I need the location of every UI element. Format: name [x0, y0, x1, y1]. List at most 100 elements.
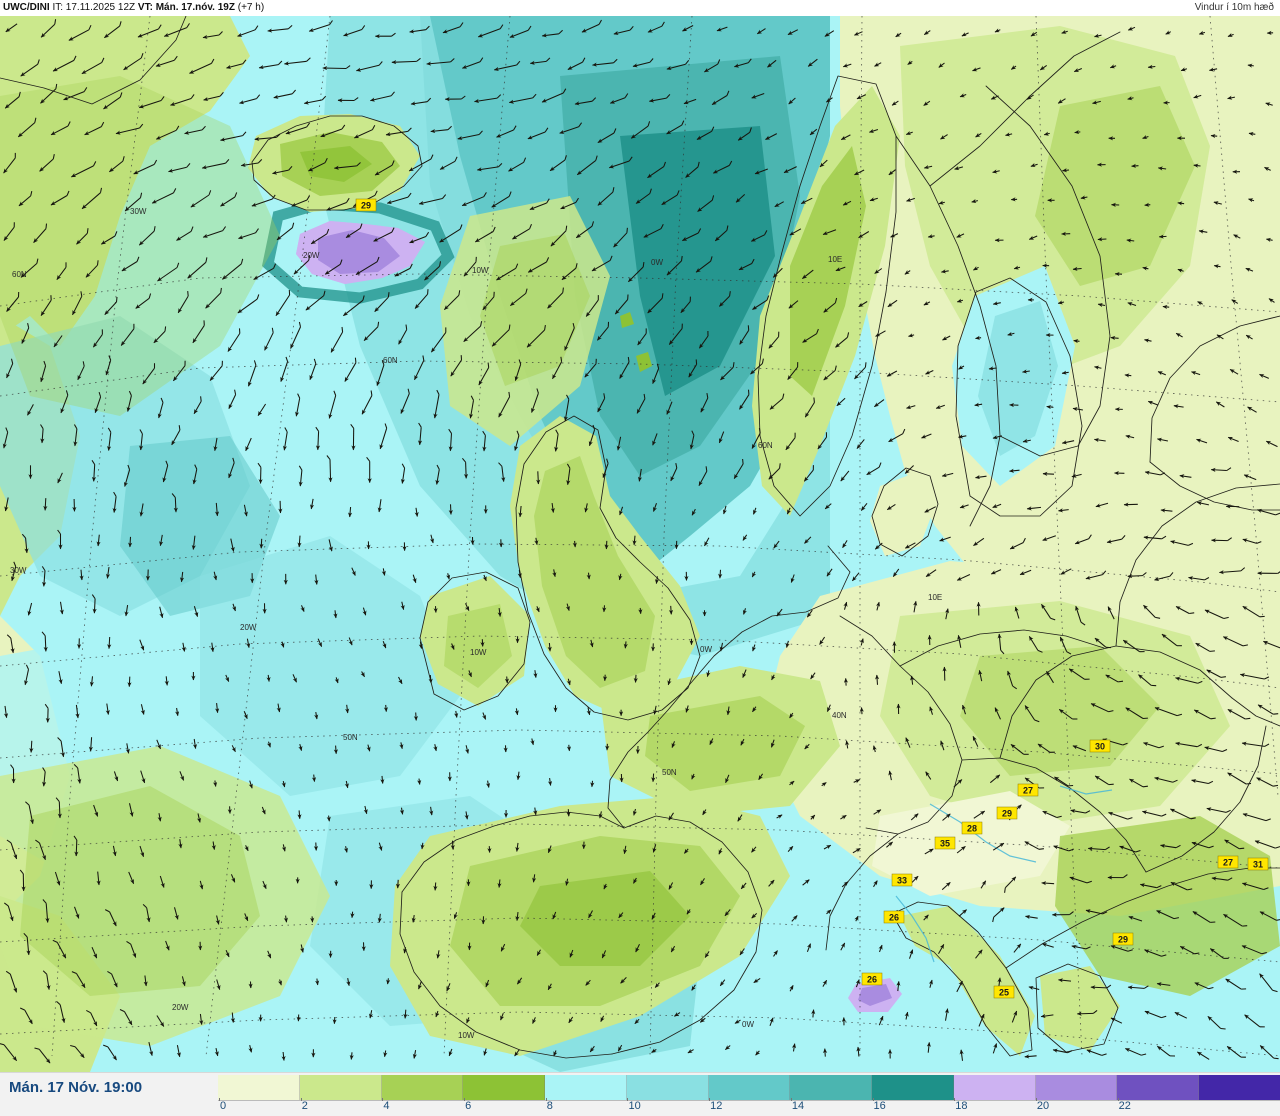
colorbar-swatch [872, 1075, 954, 1100]
wind-barb [706, 466, 707, 471]
gust-value-label: 26 [862, 973, 882, 985]
wind-arrow [538, 471, 539, 484]
wind-arrow [453, 841, 454, 850]
footer-valid-time: Mán. 17 Nóv. 19:00 [9, 1079, 142, 1096]
gust-value: 29 [1118, 935, 1128, 945]
colorbar-swatch [709, 1075, 791, 1100]
wind-arrow [1211, 136, 1217, 137]
gust-value-label: 33 [892, 874, 912, 886]
gust-value-label: 25 [994, 986, 1014, 998]
wind-arrow [862, 708, 863, 715]
wind-arrow [1074, 341, 1080, 342]
gust-value: 26 [889, 913, 899, 923]
wind-arrow [589, 573, 590, 579]
colorbar-swatch [954, 1075, 1036, 1100]
wind-arrow [604, 605, 605, 612]
wind-arrow [825, 1049, 826, 1057]
wind-barb [388, 292, 389, 297]
model-name: UWC/DINI [3, 2, 50, 13]
colorbar-swatch [545, 1075, 627, 1100]
wind-arrow [636, 675, 637, 683]
colorbar-tick: 12 [710, 1100, 722, 1112]
header-run-info: UWC/DINI IT: 17.11.2025 12Z VT: Mán. 17.… [3, 0, 264, 16]
wind-barb [628, 357, 629, 362]
wind-speed-colorbar[interactable] [218, 1075, 1280, 1100]
wind-arrow [720, 570, 721, 578]
colorbar-tick: 20 [1037, 1100, 1049, 1112]
wind-barb [1239, 848, 1244, 849]
graticule-label: 0W [742, 1020, 754, 1029]
gust-value: 25 [999, 988, 1009, 998]
wind-arrow [130, 537, 131, 547]
init-time: 17.11.2025 12Z [66, 2, 135, 13]
graticule-label: 10W [472, 266, 489, 275]
wind-barb [1143, 786, 1148, 787]
wind-arrow [94, 599, 95, 613]
colorbar-swatch [218, 1075, 300, 1100]
wind-arrow [1111, 338, 1119, 339]
wind-barb [378, 322, 379, 327]
wind-barb [98, 260, 99, 265]
wind-arrow [59, 802, 60, 818]
gust-value: 29 [361, 201, 371, 211]
wind-barb [780, 463, 781, 468]
wind-barb [1221, 677, 1226, 678]
wind-barb [509, 325, 510, 330]
gust-value-label: 31 [1248, 858, 1268, 870]
wind-barb [627, 228, 628, 233]
wind-barb [342, 327, 343, 332]
colorbar-swatch [1036, 1075, 1118, 1100]
graticule-label: 50N [662, 768, 677, 777]
wind-barb [814, 398, 815, 403]
wind-arrow [671, 606, 672, 614]
wind-barb [509, 392, 510, 397]
wind-arrow [625, 641, 626, 648]
wind-arrow [813, 1010, 814, 1018]
colorbar-tick: 16 [874, 1100, 886, 1112]
wind-barb [1273, 714, 1278, 715]
wind-barb [355, 358, 356, 363]
gust-value: 29 [1002, 809, 1012, 819]
colorbar-swatch [300, 1075, 382, 1100]
gust-value-label: 29 [1113, 933, 1133, 945]
wind-field-map[interactable]: 30W20W10W0W10E60N60N60N30W20W10W0W10E50N… [0, 16, 1280, 1072]
wind-arrow [1098, 239, 1107, 240]
colorbar-tick: 6 [465, 1100, 471, 1112]
wind-arrow [1075, 132, 1081, 133]
gust-value: 35 [940, 839, 950, 849]
wind-barb [188, 291, 189, 296]
lead-time: (+7 h) [238, 2, 264, 13]
wind-arrow [31, 741, 32, 753]
wind-arrow [416, 713, 417, 721]
gust-value-label: 28 [962, 822, 982, 834]
gust-value: 26 [867, 975, 877, 985]
wind-barb [46, 224, 47, 229]
wind-arrow [451, 504, 452, 514]
wind-arrow [1077, 1013, 1093, 1014]
wind-barb [1245, 718, 1250, 719]
wind-arrow [435, 883, 436, 891]
colorbar-tick: 2 [302, 1100, 308, 1112]
wind-barb [566, 226, 567, 231]
wind-arrow [575, 541, 576, 547]
wind-barb [87, 228, 88, 233]
wind-arrow [419, 779, 420, 785]
wind-arrow [76, 840, 77, 856]
wind-arrow [640, 608, 641, 614]
gust-value-label: 27 [1218, 856, 1238, 868]
gust-value-label: 27 [1018, 784, 1038, 796]
wind-arrow [569, 745, 570, 751]
colorbar-tick: 4 [383, 1100, 389, 1112]
wind-arrow [352, 912, 353, 918]
wind-barb [643, 262, 644, 267]
wind-arrow [261, 539, 262, 548]
wind-barb [563, 288, 564, 293]
wind-arrow [109, 637, 110, 649]
gust-value-label: 35 [935, 837, 955, 849]
wind-arrow [653, 774, 654, 782]
valid-time: Mán. 17.nóv. 19Z [156, 2, 235, 13]
wind-arrow [45, 498, 46, 510]
gust-value: 30 [1095, 742, 1105, 752]
